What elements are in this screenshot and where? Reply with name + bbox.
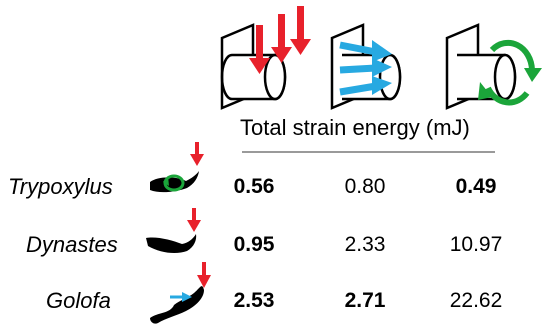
value-lateral: 2.33 bbox=[344, 233, 386, 256]
value-bending: 2.53 bbox=[233, 289, 275, 312]
table-row: Trypoxylus 0.56 0.80 0.49 bbox=[0, 168, 549, 208]
horn-dynastes bbox=[146, 208, 201, 254]
red-arrow-1 bbox=[249, 25, 270, 74]
green-rotation-arrow bbox=[485, 39, 535, 106]
bending-load-icon bbox=[220, 6, 311, 110]
horn-trypoxylus bbox=[150, 142, 204, 193]
value-bending: 0.95 bbox=[233, 233, 275, 256]
species-label: Golofa bbox=[46, 288, 111, 313]
lateral-load-icon bbox=[330, 23, 402, 110]
value-lateral: 2.71 bbox=[344, 289, 386, 312]
strain-energy-caption: Total strain energy (mJ) bbox=[240, 115, 470, 140]
red-arrow-2 bbox=[271, 14, 292, 63]
caption-rule bbox=[242, 151, 495, 153]
horn-golofa bbox=[150, 262, 211, 324]
value-lateral: 0.80 bbox=[344, 175, 386, 198]
torsion-load-icon bbox=[445, 23, 542, 110]
species-label: Dynastes bbox=[26, 232, 118, 257]
value-torsion: 10.97 bbox=[449, 233, 503, 256]
species-label: Trypoxylus bbox=[8, 174, 113, 199]
value-torsion: 22.62 bbox=[449, 289, 503, 312]
blue-arrows bbox=[339, 41, 377, 96]
table-row: Golofa 2.53 2.71 22.62 bbox=[0, 282, 549, 322]
table-row: Dynastes 0.95 2.33 10.97 bbox=[0, 226, 549, 266]
value-torsion: 0.49 bbox=[455, 175, 497, 198]
red-arrow-3 bbox=[290, 6, 311, 55]
value-bending: 0.56 bbox=[233, 175, 275, 198]
